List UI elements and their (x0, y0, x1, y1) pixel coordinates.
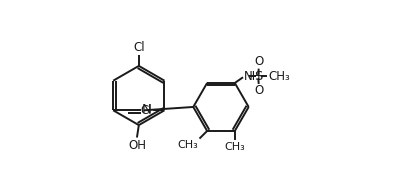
Text: CH₃: CH₃ (224, 142, 245, 152)
Text: NH: NH (244, 70, 261, 83)
Text: N: N (141, 103, 151, 116)
Text: O: O (254, 55, 263, 68)
Text: CH₃: CH₃ (177, 140, 198, 150)
Text: S: S (254, 70, 263, 83)
Text: CH₃: CH₃ (269, 70, 291, 83)
Text: O: O (254, 84, 263, 97)
Text: Cl: Cl (140, 104, 152, 117)
Text: OH: OH (128, 139, 146, 152)
Text: Cl: Cl (133, 41, 144, 54)
